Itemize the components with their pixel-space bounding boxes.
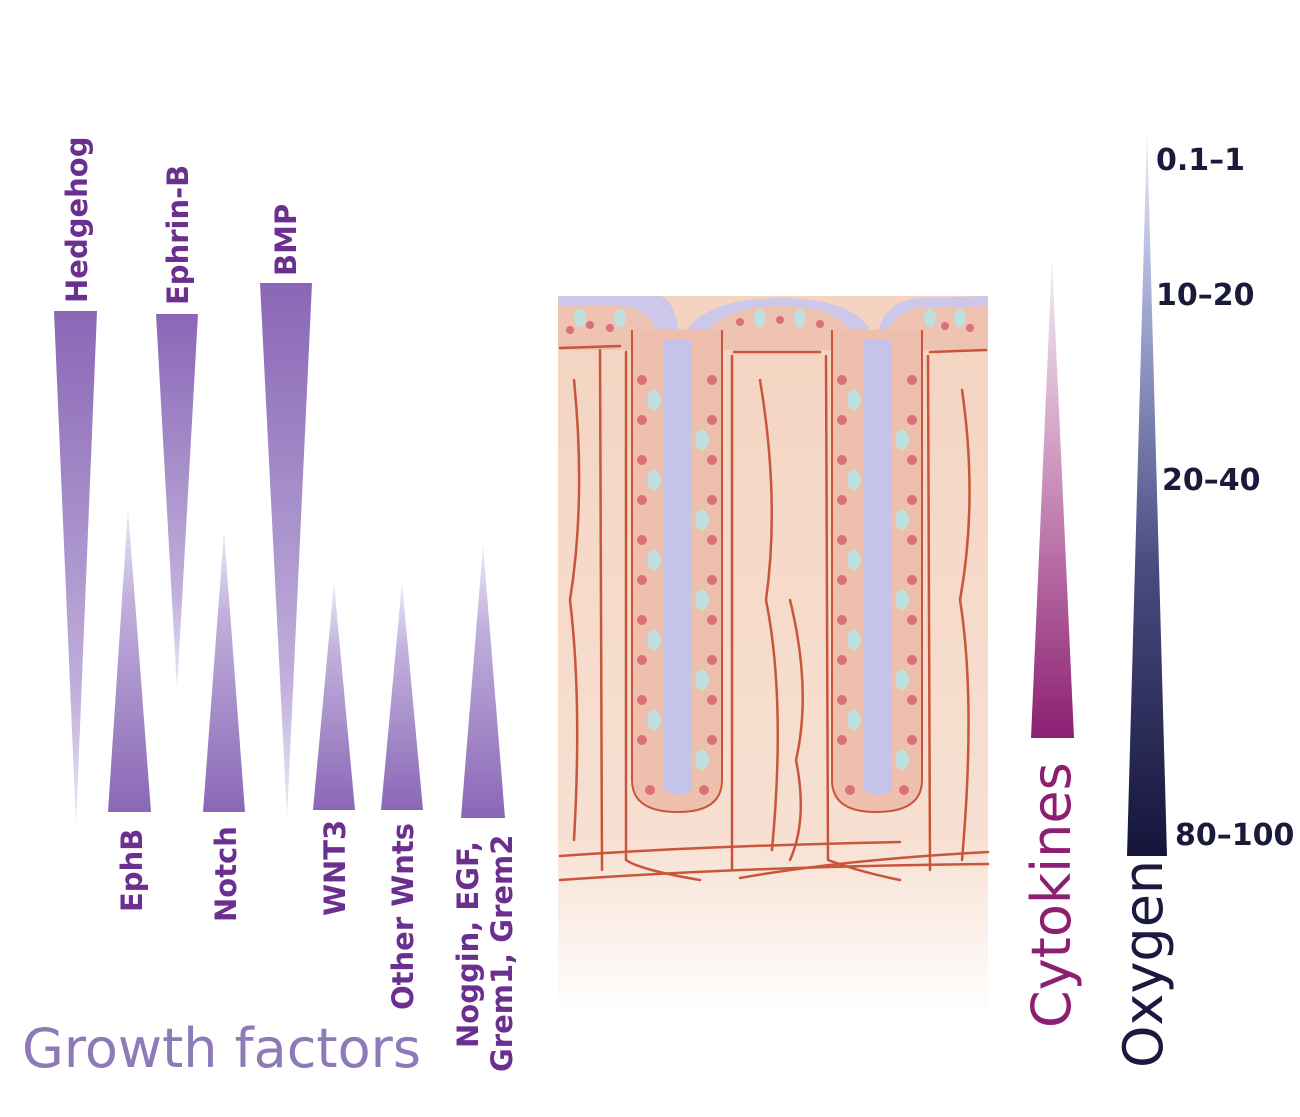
- notch-label: Notch: [209, 826, 243, 922]
- oxygen-gradient: [1127, 130, 1167, 856]
- noggin-label-line1: Noggin, EGF,: [451, 841, 485, 1048]
- oxygen-level-1: 0.1–1: [1156, 143, 1245, 178]
- growth-factors-title: Growth factors: [22, 1017, 421, 1080]
- oxygen-level-2: 10–20: [1156, 278, 1255, 313]
- noggin-egf-grem-gradient: [461, 545, 505, 818]
- cytokines-gradient: [1031, 258, 1074, 738]
- ephb-gradient: [108, 508, 151, 812]
- oxygen-level-3: 20–40: [1162, 463, 1261, 498]
- bmp-gradient: [260, 283, 312, 818]
- noggin-label-line2: Grem1, Grem2: [485, 835, 519, 1072]
- other-wnts-label: Other Wnts: [386, 823, 420, 1010]
- cytokines-label: Cytokines: [1020, 762, 1083, 1028]
- hedgehog-label: Hedgehog: [60, 137, 94, 303]
- ephrin-b-gradient: [156, 314, 198, 690]
- ephb-label: EphB: [115, 829, 149, 912]
- notch-gradient: [203, 531, 245, 812]
- wnt3-label: WNT3: [318, 820, 352, 916]
- oxygen-label: Oxygen: [1112, 860, 1175, 1068]
- wnt3-gradient: [313, 583, 355, 810]
- ephrin-b-label: Ephrin-B: [161, 165, 195, 305]
- bmp-label: BMP: [269, 204, 303, 276]
- oxygen-level-4: 80–100: [1175, 818, 1294, 853]
- other-wnts-gradient: [381, 583, 423, 810]
- crypt-illustration: [558, 296, 990, 1016]
- hedgehog-gradient: [54, 311, 97, 825]
